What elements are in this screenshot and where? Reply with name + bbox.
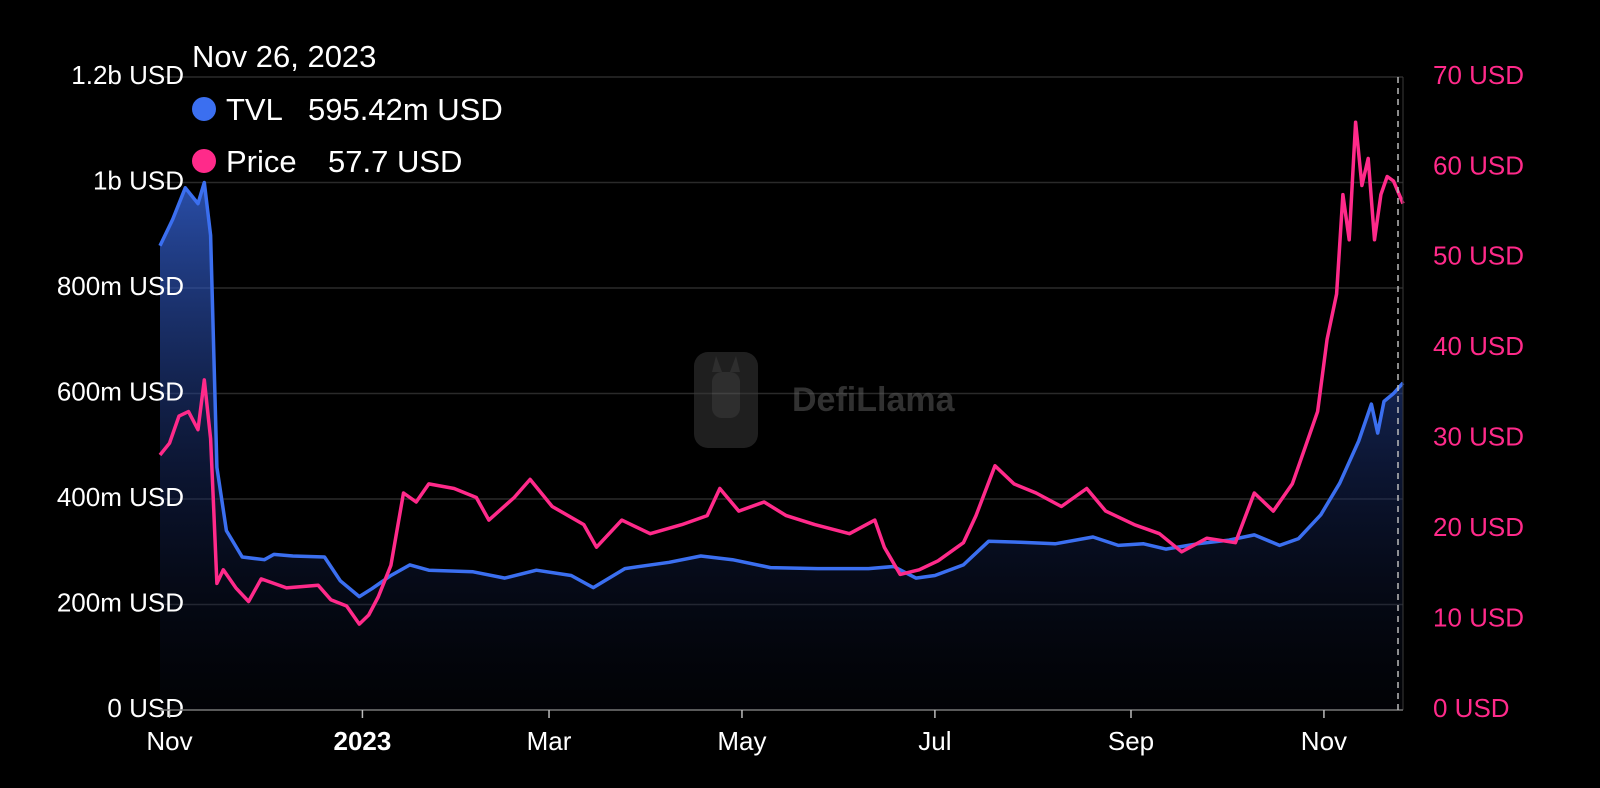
right-axis-tick-label: 20 USD [1433,512,1524,542]
tvl-area [160,182,1403,710]
tooltip-price-value: 57.7 USD [328,144,462,179]
price-series-line [158,120,1405,626]
tooltip-tvl-value: 595.42m USD [308,92,503,127]
tooltip-price-label: Price [226,144,297,179]
x-axis-tick-label: Sep [1108,726,1154,756]
x-axis-tick-label: Jul [918,726,951,756]
right-axis-tick-label: 60 USD [1433,150,1524,180]
tvl-legend-dot [192,97,216,121]
left-axis-tick-label: 800m USD [57,271,184,301]
right-axis-tick-label: 70 USD [1433,60,1524,90]
right-axis-tick-label: 30 USD [1433,422,1524,452]
left-axis-tick-label: 200m USD [57,587,184,617]
tvl-area-layer [160,182,1403,710]
x-axis: Nov 2023 Mar May Jul Sep Nov [146,709,1403,756]
left-axis-tick-label: 1b USD [93,165,184,195]
right-axis-tick-label: 10 USD [1433,602,1524,632]
series-lines [158,120,1405,626]
tooltip-date: Nov 26, 2023 [192,39,376,74]
x-axis-tick-label: Mar [527,726,572,756]
tooltip: Nov 26, 2023 TVL 595.42m USD Price 57.7 … [192,39,503,179]
right-y-axis: 0 USD 10 USD 20 USD 30 USD 40 USD 50 USD 60 US… [1402,60,1524,723]
price-legend-dot [192,149,216,173]
x-axis-tick-label: Nov [1301,726,1347,756]
right-axis-tick-label: 40 USD [1433,331,1524,361]
watermark: DefiLlama [694,352,956,448]
right-axis-tick-label: 50 USD [1433,241,1524,271]
right-axis-tick-label: 0 USD [1433,693,1510,723]
watermark-text: DefiLlama [792,381,956,419]
x-axis-tick-label: 2023 [334,726,392,756]
left-axis-tick-label: 400m USD [57,482,184,512]
left-axis-tick-label: 1.2b USD [71,60,184,90]
left-y-axis: 0 USD 200m USD 400m USD 600m USD 800m USD 1b … [57,60,184,723]
left-axis-tick-label: 0 USD [107,693,184,723]
tooltip-tvl-label: TVL [226,92,283,127]
x-axis-tick-label: Nov [146,726,192,756]
left-axis-tick-label: 600m USD [57,376,184,406]
x-axis-tick-label: May [717,726,766,756]
tvl-series-line [158,180,1405,599]
